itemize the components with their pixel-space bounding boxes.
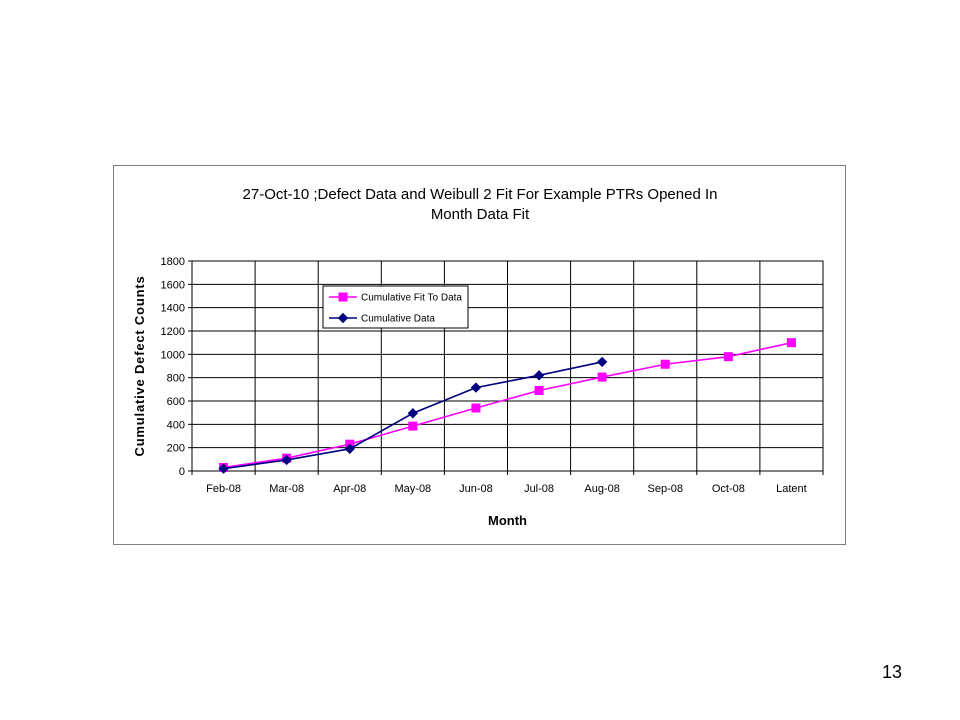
page-number: 13: [881, 662, 902, 682]
x-tick-label: May-08: [395, 483, 432, 495]
data-point-series-1: [218, 463, 229, 474]
chart-title-line-1: 27-Oct-10 ;Defect Data and Weibull 2 Fit…: [243, 186, 718, 203]
legend-marker-0: [338, 292, 348, 302]
chart-svg: 27-Oct-10 ;Defect Data and Weibull 2 Fit…: [132, 186, 824, 528]
data-point-series-1: [344, 443, 355, 455]
x-tick-label: Aug-08: [584, 483, 619, 495]
chart-title-line-2: Month Data Fit: [431, 206, 530, 223]
x-tick-label: Sep-08: [648, 483, 683, 495]
legend: Cumulative Fit To Data Cumulative Data: [322, 285, 469, 329]
y-tick-label: 1400: [161, 303, 185, 315]
legend-label-1: Cumulative Data: [361, 314, 435, 325]
data-point-series-1: [281, 454, 292, 466]
data-point-series-0: [597, 372, 607, 382]
y-tick-label: 400: [167, 419, 185, 431]
y-tick-label: 200: [167, 443, 185, 455]
y-tick-label: 0: [179, 466, 185, 478]
chart-frame: 27-Oct-10 ;Defect Data and Weibull 2 Fit…: [113, 165, 846, 545]
data-point-series-1: [407, 408, 419, 419]
legend-marker-1: [337, 312, 349, 324]
data-point-series-0: [723, 352, 733, 362]
y-tick-label: 1800: [161, 256, 185, 268]
series-line-0: [223, 341, 792, 469]
x-tick-label: Apr-08: [333, 483, 366, 495]
y-tick-label: 800: [167, 373, 185, 385]
data-point-series-0: [471, 403, 481, 413]
y-tick-label: 600: [167, 396, 185, 408]
data-point-series-1: [596, 356, 608, 368]
x-tick-label: Feb-08: [206, 483, 241, 495]
x-tick-label: Jun-08: [459, 483, 493, 495]
plot-area: 0 200 400 600 800 1000 1200 1400 1600 1800 Feb-08 M…: [132, 256, 824, 528]
data-point-series-0: [534, 386, 544, 395]
x-tick-label: Oct-08: [712, 483, 745, 495]
y-tick-label: 1000: [161, 349, 185, 361]
x-axis-title: Month: [488, 513, 527, 528]
y-tick-label: 1600: [161, 279, 185, 291]
x-tick-label: Mar-08: [269, 483, 304, 495]
legend-label-0: Cumulative Fit To Data: [361, 293, 462, 304]
plot-border: [191, 260, 824, 472]
data-point-series-0: [660, 359, 670, 369]
x-tick-label: Latent: [776, 483, 807, 495]
y-axis-title: Cumulative Defect Counts: [132, 275, 147, 456]
data-point-series-0: [786, 338, 796, 348]
data-point-series-0: [408, 421, 418, 431]
data-point-series-1: [533, 370, 545, 381]
y-tick-label: 1200: [161, 326, 185, 338]
data-point-series-1: [470, 382, 482, 393]
x-tick-label: Jul-08: [524, 483, 554, 495]
